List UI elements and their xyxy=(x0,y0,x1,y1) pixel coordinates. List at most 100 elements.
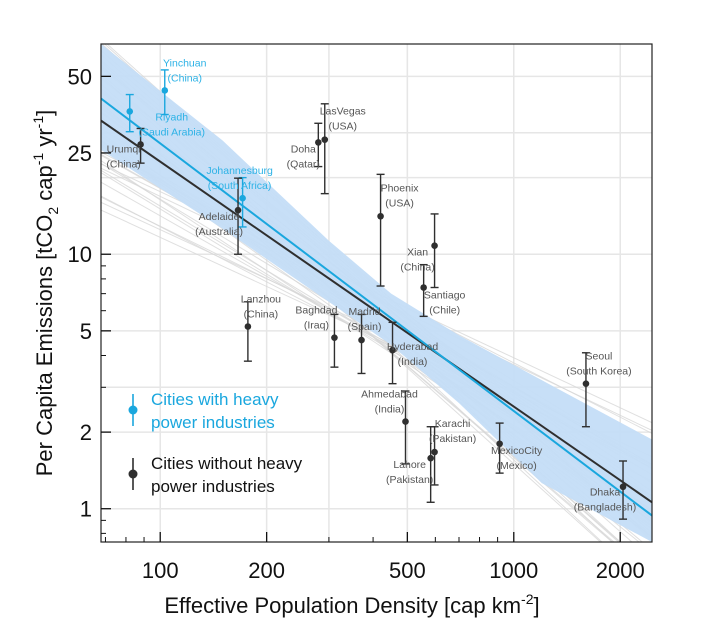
country-label: (Saudi Arabia) xyxy=(138,126,205,138)
legend-marker xyxy=(128,469,138,479)
country-label: (India) xyxy=(375,404,405,416)
confidence-band-area xyxy=(101,44,652,542)
data-point-ahmedabad xyxy=(401,390,410,465)
point-marker xyxy=(358,336,365,344)
city-label: Riyadh xyxy=(155,111,188,123)
y-tick-label: 10 xyxy=(68,242,92,267)
data-point-xian xyxy=(430,213,439,289)
city-label: Lanzhou xyxy=(241,294,281,306)
y-axis-label: Per Capita Emissions [tCO2​ cap-1​ yr-1​… xyxy=(30,110,61,477)
point-marker xyxy=(431,242,438,250)
country-label: (China) xyxy=(244,309,278,321)
y-tick-label: 50 xyxy=(68,64,92,89)
country-label: (USA) xyxy=(385,197,414,209)
point-marker xyxy=(377,212,384,220)
point-marker xyxy=(582,380,590,387)
axis-label-part: -2 xyxy=(521,591,534,607)
city-label: Santiago xyxy=(424,290,466,302)
city-label: Ahmedabad xyxy=(361,389,418,401)
city-label: Urumqi xyxy=(107,143,141,155)
data-point-dhaka xyxy=(619,460,628,520)
point-marker xyxy=(234,206,242,214)
country-label: (Spain) xyxy=(348,321,382,333)
axis-label-part: Effective Population Density [cap km xyxy=(164,593,521,618)
country-label: (Mexico) xyxy=(497,460,537,472)
city-label: Yinchuan xyxy=(163,57,207,69)
country-label: (Pakistan) xyxy=(386,474,433,486)
legend: Cities with heavy power industries Cities … xyxy=(128,390,303,496)
axis-label-part: -1 xyxy=(30,153,46,166)
city-label: Karachi xyxy=(435,418,471,430)
point-marker xyxy=(239,194,246,202)
country-label: (China) xyxy=(400,262,434,274)
city-label: Johannesburg xyxy=(206,165,273,177)
legend-label: Cities with heavy xyxy=(151,390,279,409)
data-point-madrid xyxy=(357,313,366,375)
x-tick-label: 200 xyxy=(248,558,285,583)
point-marker xyxy=(126,108,134,115)
country-label: (South Korea) xyxy=(566,366,631,378)
city-label: Phoenix xyxy=(381,182,420,194)
axis-label-part: 2 xyxy=(45,207,61,215)
axis-label-part: Per Capita Emissions [tCO xyxy=(32,215,57,477)
axis-label-part: ] xyxy=(32,110,57,116)
country-label: (Australia) xyxy=(195,226,243,238)
x-tick-label: 500 xyxy=(389,558,426,583)
country-label: (Chile) xyxy=(429,305,460,317)
city-label: Xian xyxy=(407,247,428,259)
country-label: (Pakistan) xyxy=(429,433,476,445)
legend-label-line2: power industries xyxy=(151,477,275,496)
country-label: (Iraq) xyxy=(304,320,329,332)
point-marker xyxy=(244,323,252,330)
y-tick-label: 25 xyxy=(68,141,92,166)
city-label: Doha xyxy=(291,143,316,155)
point-marker xyxy=(431,448,438,456)
legend-label-line2: power industries xyxy=(151,413,275,432)
x-axis-label: Effective Population Density [cap km-2​] xyxy=(164,591,539,618)
axis-label-part: -1 xyxy=(30,116,46,129)
data-point-doha xyxy=(314,122,323,168)
city-label: Madrid xyxy=(348,306,380,318)
data-point-urumqi xyxy=(136,127,145,164)
city-label: Seoul xyxy=(586,351,613,363)
x-tick-label: 1000 xyxy=(489,558,538,583)
data-point-mexicocity xyxy=(495,422,504,474)
country-label: (China) xyxy=(106,158,140,170)
city-label: Adelaide xyxy=(199,211,240,223)
data-point-phoenix xyxy=(376,173,385,287)
point-marker xyxy=(315,139,322,146)
city-label: MexicoCity xyxy=(491,445,543,457)
data-point-yinchuan xyxy=(160,69,169,116)
city-labels: Yinchuan (China) Riyadh (Saudi Arabia) Johan… xyxy=(106,57,636,513)
point-marker xyxy=(619,483,627,491)
city-label: Dhaka xyxy=(590,487,621,499)
point-marker xyxy=(420,284,427,291)
point-marker xyxy=(402,418,409,425)
data-point-hyderabad xyxy=(388,321,397,385)
fit-lines xyxy=(101,97,652,517)
city-label: Hyderabad xyxy=(387,341,439,353)
legend-label: Cities without heavy xyxy=(151,454,303,473)
data-point-adelaide xyxy=(234,177,243,255)
data-point-santiago xyxy=(419,263,428,318)
axis-label-part: ] xyxy=(534,593,540,618)
x-tick-label: 100 xyxy=(142,558,179,583)
city-label: Baghdad xyxy=(295,305,337,317)
data-point-seoul xyxy=(581,352,590,428)
confidence-band xyxy=(101,44,652,542)
axis-label-part: cap xyxy=(32,165,57,207)
point-marker xyxy=(331,334,338,341)
country-label: (Qatar) xyxy=(287,158,320,170)
country-label: (USA) xyxy=(328,121,357,133)
y-tick-label: 2 xyxy=(80,420,92,445)
data-point-lasvegas xyxy=(320,103,329,195)
data-point-baghdad xyxy=(330,313,339,368)
regression-line xyxy=(101,97,652,517)
point-marker xyxy=(427,454,434,462)
axis-label-part: yr xyxy=(32,128,57,152)
point-marker xyxy=(161,87,169,94)
country-label: (South Africa) xyxy=(208,180,272,192)
data-point-riyadh xyxy=(125,93,134,133)
